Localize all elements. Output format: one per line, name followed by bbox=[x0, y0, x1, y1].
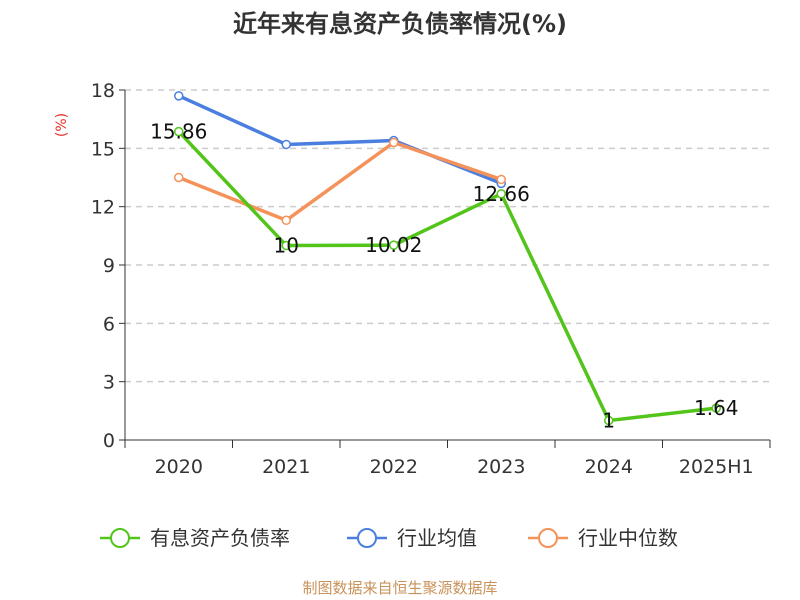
y-tick-label: 9 bbox=[103, 255, 115, 277]
legend-item: 行业均值 bbox=[347, 526, 477, 550]
data-point bbox=[496, 174, 506, 185]
legend-item: 有息资产负债率 bbox=[100, 526, 290, 550]
x-tick-label: 2025H1 bbox=[679, 456, 754, 478]
y-tick-label: 18 bbox=[91, 80, 115, 102]
legend-marker bbox=[538, 528, 558, 548]
x-tick-label: 2020 bbox=[155, 456, 203, 478]
y-tick-label: 15 bbox=[91, 138, 115, 160]
data-point bbox=[281, 215, 291, 226]
source-note: 制图数据来自恒生聚源数据库 bbox=[302, 579, 497, 597]
data-point bbox=[174, 126, 184, 137]
legend-marker bbox=[357, 528, 377, 548]
axes: 0 3 6 9 12 15 18 2020 2021 2022 2023 2024 2025H1 bbox=[91, 80, 771, 478]
data-point bbox=[496, 189, 506, 199]
x-tick-label: 2021 bbox=[262, 456, 310, 478]
gridlines bbox=[125, 89, 770, 383]
data-labels: 15.86 10 10.02 12.66 1 1.64 bbox=[150, 120, 738, 433]
x-tick-label: 2022 bbox=[370, 456, 418, 478]
legend-label: 有息资产负债率 bbox=[150, 526, 290, 550]
data-label: 1 bbox=[602, 409, 615, 433]
x-tick-label: 2023 bbox=[477, 456, 525, 478]
y-tick-label: 12 bbox=[91, 197, 115, 219]
series-0 bbox=[174, 126, 721, 426]
data-point bbox=[604, 415, 614, 426]
legend: 有息资产负债率 行业均值 行业中位数 bbox=[100, 526, 678, 550]
y-tick-label: 3 bbox=[103, 372, 115, 394]
series-layer bbox=[174, 91, 721, 426]
data-point bbox=[389, 137, 399, 148]
legend-label: 行业中位数 bbox=[578, 526, 678, 550]
data-point bbox=[711, 403, 721, 413]
data-point bbox=[281, 139, 291, 150]
data-label: 12.66 bbox=[473, 182, 530, 206]
series-1 bbox=[174, 91, 506, 189]
legend-label: 行业均值 bbox=[397, 526, 477, 550]
y-tick-label: 0 bbox=[103, 430, 115, 452]
data-point bbox=[281, 240, 291, 251]
data-point bbox=[174, 91, 184, 101]
data-label: 15.86 bbox=[150, 120, 207, 144]
series-line bbox=[177, 130, 717, 423]
legend-item: 行业中位数 bbox=[528, 526, 678, 550]
series-line bbox=[178, 94, 502, 185]
legend-marker bbox=[110, 528, 130, 548]
data-label: 1.64 bbox=[694, 396, 739, 420]
x-tick-label: 2024 bbox=[585, 456, 633, 478]
y-axis-unit: (%) bbox=[54, 113, 70, 137]
y-tick-label: 6 bbox=[103, 313, 115, 335]
data-label: 10 bbox=[274, 234, 299, 258]
series-2 bbox=[174, 137, 506, 226]
data-point bbox=[389, 240, 399, 250]
chart-title: 近年来有息资产负债率情况(%) bbox=[233, 10, 567, 38]
data-label: 10.02 bbox=[365, 233, 422, 257]
data-point bbox=[174, 172, 184, 183]
series-line bbox=[178, 140, 502, 223]
